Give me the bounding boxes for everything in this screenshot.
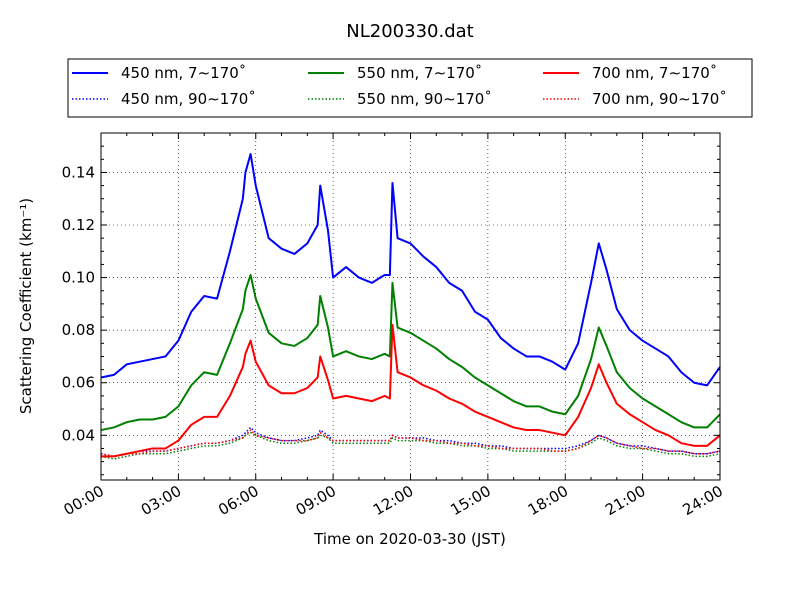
y-tick-label: 0.08 xyxy=(62,321,95,339)
legend-box xyxy=(67,58,753,118)
legend-label: 550 nm, 90∼170˚ xyxy=(357,90,492,108)
chart-title: NL200330.dat xyxy=(346,21,473,42)
y-tick-label: 0.12 xyxy=(62,216,95,234)
y-tick-label: 0.10 xyxy=(62,269,95,287)
legend-label: 450 nm, 90∼170˚ xyxy=(121,90,256,108)
legend-label: 550 nm, 7∼170˚ xyxy=(357,64,482,82)
legend-label: 450 nm, 7∼170˚ xyxy=(121,64,246,82)
legend: 450 nm, 7∼170˚ 550 nm, 7∼170˚ 700 nm, 7∼17… xyxy=(67,58,753,118)
series-line xyxy=(100,273,721,432)
y-tick-label: 0.04 xyxy=(62,426,95,444)
y-axis-label: Scattering Coefficient (km⁻¹) xyxy=(17,198,35,414)
y-tick-label: 0.14 xyxy=(62,163,95,181)
series-line xyxy=(100,429,721,458)
y-axis: 0.04 0.06 0.08 0.10 0.12 0.14 xyxy=(62,145,720,476)
series-line xyxy=(100,153,721,387)
series-layer xyxy=(100,153,721,460)
series-line xyxy=(101,323,721,458)
x-axis-label: Time on 2020-03-30 (JST) xyxy=(313,530,506,548)
y-tick-label: 0.06 xyxy=(62,374,95,392)
legend-label: 700 nm, 7∼170˚ xyxy=(592,64,717,82)
series-line xyxy=(100,431,721,460)
legend-label: 700 nm, 90∼170˚ xyxy=(592,90,727,108)
